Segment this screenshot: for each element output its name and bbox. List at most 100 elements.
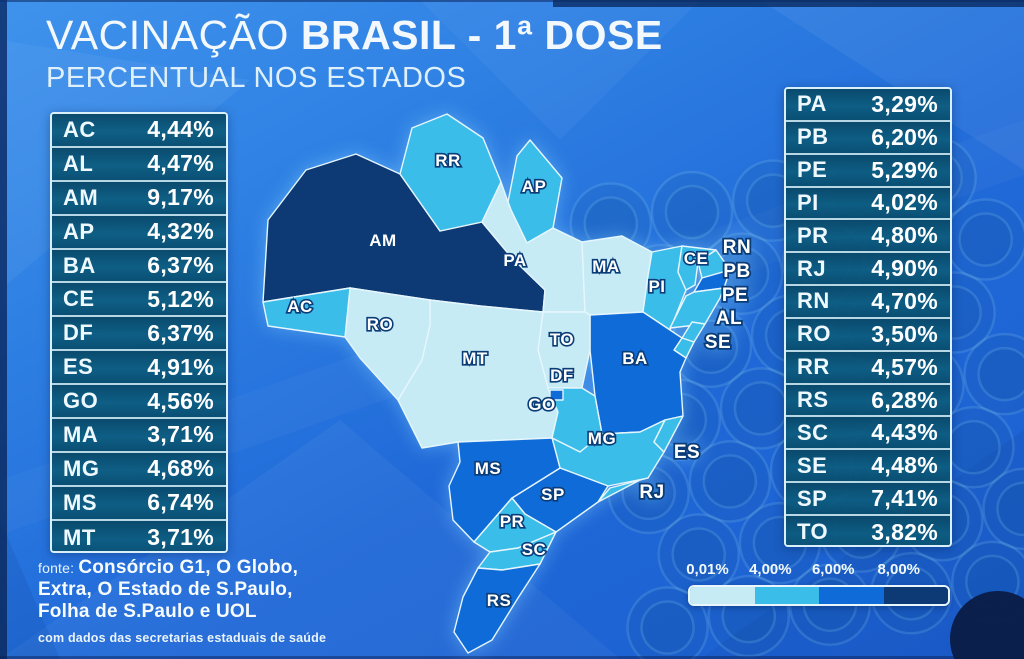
state-abbr: AP — [63, 218, 95, 244]
map-state-label: TO — [550, 330, 574, 349]
map-state-label: PA — [503, 251, 526, 270]
state-value: 6,20% — [871, 123, 938, 150]
state-value: 3,71% — [147, 421, 214, 448]
bottom-edge-strip — [0, 656, 1024, 659]
state-abbr: RR — [797, 354, 830, 380]
legend-labels: 0,01% 4,00% 6,00% 8,00% — [686, 561, 950, 580]
table-row: GO 4,56% — [52, 385, 226, 420]
state-abbr: RJ — [797, 255, 827, 281]
map-state-label: SC — [522, 540, 547, 559]
source-prefix: fonte: — [38, 560, 79, 576]
table-row: RN 4,70% — [786, 286, 950, 319]
map-state-label: GO — [528, 395, 555, 414]
state-value: 3,29% — [871, 90, 938, 117]
legend-label: 0,01% — [686, 561, 729, 578]
map-labels: RR AP AM PA MA CE PI AC RO TO MT BA DF GO MG MS SP PR SC RS… — [286, 149, 753, 611]
title-light: VACINAÇÃO — [46, 12, 289, 58]
state-abbr: RN — [797, 288, 830, 314]
state-value: 7,41% — [871, 485, 938, 512]
legend-label: 8,00% — [877, 561, 921, 578]
table-row: SP 7,41% — [786, 483, 950, 516]
state-abbr: RS — [797, 387, 829, 413]
state-abbr: CE — [63, 286, 95, 312]
state-abbr: MT — [63, 524, 96, 550]
map-state-label: MT — [462, 349, 488, 368]
legend-label: 4,00% — [749, 561, 792, 578]
title-block: VACINAÇÃO BRASIL - 1ª DOSE PERCENTUAL NO… — [46, 12, 663, 95]
state-abbr: AC — [63, 116, 96, 142]
map-state-label: PI — [648, 277, 665, 296]
state-abbr: MS — [63, 489, 97, 515]
map-state-label: RS — [487, 591, 512, 610]
table-row: AM 9,17% — [52, 181, 226, 216]
table-row: PR 4,80% — [786, 220, 950, 254]
table-row: PB 6,20% — [786, 121, 950, 155]
table-row: AC 4,44% — [52, 114, 226, 148]
table-row: PI 4,02% — [786, 187, 950, 221]
left-edge-strip — [0, 0, 7, 659]
table-row: AP 4,32% — [52, 215, 226, 250]
map-state-label: RJ — [639, 482, 664, 503]
map-state-label: MA — [592, 257, 619, 276]
table-row: DF 6,37% — [52, 317, 226, 352]
state-value: 5,29% — [871, 156, 938, 183]
state-value: 4,70% — [871, 287, 938, 314]
state-abbr: BA — [63, 252, 96, 278]
state-value: 4,32% — [147, 218, 214, 245]
table-row: CE 5,12% — [52, 283, 226, 318]
state-value: 4,48% — [871, 452, 938, 479]
state-abbr: TO — [797, 519, 829, 545]
map-states — [262, 113, 731, 654]
legend-label: 6,00% — [811, 561, 855, 578]
map-state-label: MS — [475, 459, 502, 478]
map-state-label: BA — [622, 349, 648, 368]
state-abbr: MA — [63, 421, 99, 447]
table-row: PA 3,29% — [786, 89, 950, 122]
state-abbr: AM — [63, 184, 99, 210]
state-value: 6,74% — [147, 489, 214, 516]
source-block: fonte: Consórcio G1, O Globo, Extra, O Es… — [38, 557, 326, 649]
map-state-label: AC — [287, 297, 313, 316]
map-state-label: PR — [500, 512, 525, 531]
table-row: AL 4,47% — [52, 147, 226, 182]
state-abbr: ES — [63, 354, 94, 380]
state-value: 4,56% — [147, 387, 214, 414]
top-edge-strip — [552, 0, 1024, 7]
state-value: 6,28% — [871, 386, 938, 413]
page-title: VACINAÇÃO BRASIL - 1ª DOSE — [46, 12, 663, 59]
legend-segment — [883, 587, 948, 604]
state-value: 4,91% — [147, 353, 214, 380]
state-abbr: AL — [63, 150, 94, 176]
table-row: ES 4,91% — [52, 351, 226, 386]
map-state-label: AL — [716, 308, 742, 329]
map-state-label: RR — [435, 151, 461, 170]
map-state-label: RN — [723, 237, 751, 258]
state-abbr: PE — [797, 157, 828, 183]
state-value: 4,43% — [871, 419, 938, 446]
table-row: MS 6,74% — [52, 486, 226, 521]
state-value: 5,12% — [147, 285, 214, 312]
table-row: MT 3,71% — [52, 520, 226, 551]
state-value: 6,37% — [147, 319, 214, 346]
state-shape-RO — [344, 287, 431, 401]
state-value: 4,68% — [147, 455, 214, 482]
state-shape-RR — [399, 113, 502, 232]
state-abbr: SP — [797, 485, 828, 511]
map-state-label: AM — [369, 231, 396, 250]
state-value: 4,57% — [871, 353, 938, 380]
legend-bar — [688, 585, 950, 606]
map-state-label: CE — [684, 249, 709, 268]
state-shape-ES — [653, 415, 684, 453]
brazil-map: RR AP AM PA MA CE PI AC RO TO MT BA DF GO MG MS SP PR SC RS… — [262, 113, 753, 654]
map-state-label: AP — [522, 177, 547, 196]
state-abbr: SE — [797, 452, 828, 478]
state-value: 3,71% — [147, 524, 214, 551]
legend: 0,01% 4,00% 6,00% 8,00% — [686, 561, 950, 606]
source-lines: fonte: Consórcio G1, O Globo, Extra, O Es… — [38, 557, 326, 623]
table-row: RS 6,28% — [786, 384, 950, 418]
state-value: 4,90% — [871, 255, 938, 282]
map-state-label: SE — [705, 332, 731, 353]
corner-decoration — [950, 591, 1024, 659]
table-row: RO 3,50% — [786, 318, 950, 352]
state-value: 4,47% — [147, 150, 214, 177]
